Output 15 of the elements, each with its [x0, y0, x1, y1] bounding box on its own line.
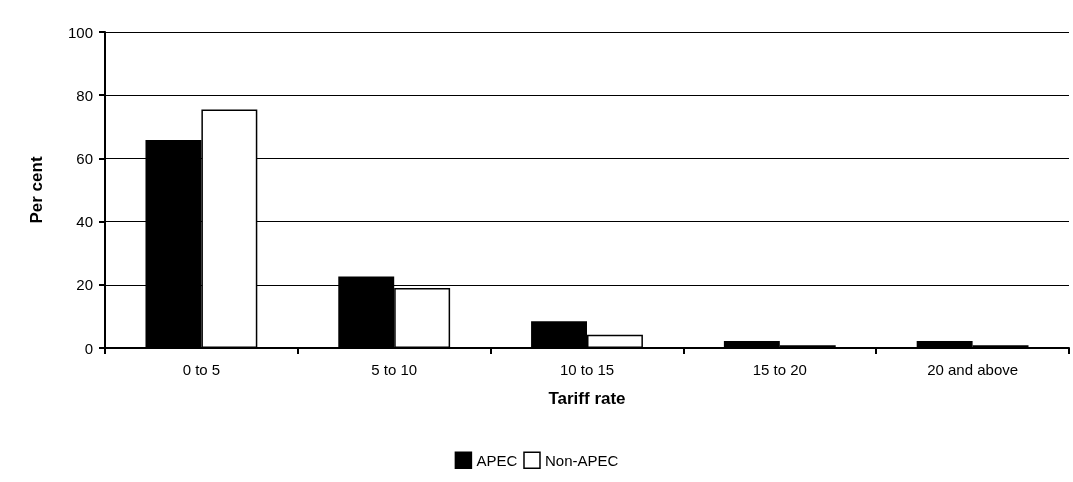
y-tick-label: 100	[67, 23, 93, 41]
x-tick-label: 15 to 20	[752, 361, 807, 378]
y-axis-title: Per cent	[27, 156, 46, 224]
x-tick-label: 0 to 5	[182, 361, 221, 378]
y-tick-label: 60	[76, 149, 93, 167]
y-tick-label: 0	[84, 339, 93, 357]
x-tick-label: 20 and above	[927, 361, 1019, 378]
x-axis-title: Tariff rate	[548, 389, 626, 408]
x-tick-label: 5 to 10	[371, 361, 418, 378]
legend-label: APEC	[476, 451, 518, 469]
y-tick-label: 20	[76, 276, 93, 294]
y-tick-label: 80	[76, 86, 93, 104]
x-tick-label: 10 to 15	[559, 361, 615, 378]
legend-label: Non-APEC	[544, 451, 619, 469]
y-tick-label: 40	[76, 213, 93, 231]
